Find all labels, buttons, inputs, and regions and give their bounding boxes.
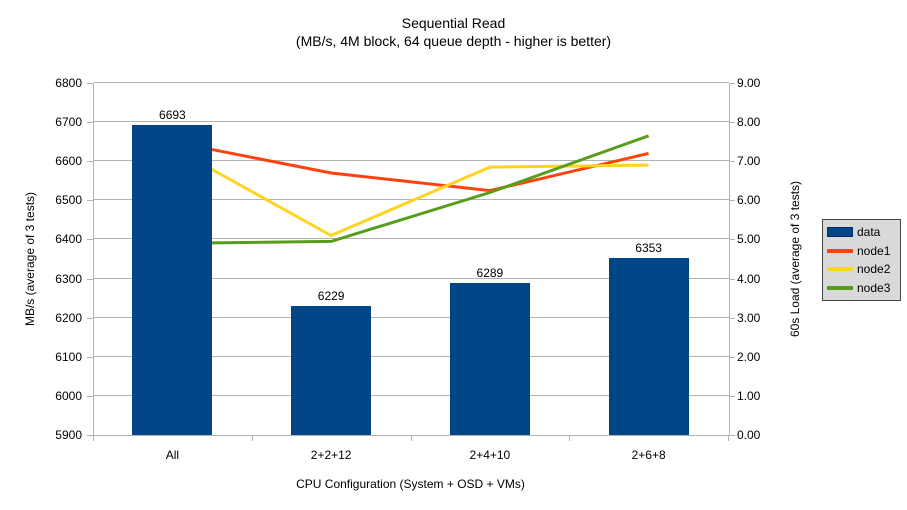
chart-subtitle: (MB/s, 4M block, 64 queue depth - higher… [295,33,612,49]
y-axis-title-left: MB/s (average of 3 tests) [23,191,37,327]
y-axis-tick-mark-right [729,200,735,201]
x-axis-tick-label: 2+4+10 [469,448,511,462]
y-axis-tick-mark-left [87,357,93,358]
legend-label: node2 [857,262,891,277]
y-axis-tick-mark-left [87,435,93,436]
y-axis-tick-mark-right [729,435,735,436]
bar-value-label: 6693 [159,107,186,122]
y-axis-tick-mark-left [87,200,93,201]
line-node3 [172,134,650,245]
bar-value-label: 6353 [635,240,662,255]
y-axis-tick-label-right: 8.00 [737,115,761,129]
x-axis-tick-mark [93,436,94,441]
y-axis-tick-label-left: 6200 [55,311,82,325]
gridline [94,238,729,239]
y-axis-tick-label-left: 6700 [55,115,82,129]
y-axis-tick-label-left: 6800 [55,76,82,90]
y-axis-tick-mark-left [87,122,93,123]
gridline [94,317,729,318]
y-axis-tick-label-left: 5900 [55,428,82,442]
x-axis-tick-label: 2+6+8 [631,448,666,462]
y-axis-tick-label-right: 3.00 [737,311,761,325]
bar-All [132,124,213,435]
legend-label: data [857,225,881,240]
x-axis-tick-mark [252,436,253,441]
bar-2+6+8 [608,257,689,435]
y-axis-tick-label-right: 7.00 [737,154,761,168]
y-axis-tick-mark-right [729,357,735,358]
y-axis-tick-mark-right [729,279,735,280]
y-axis-tick-label-left: 6600 [55,154,82,168]
y-axis-tick-label-right: 0.00 [737,428,761,442]
legend-item-node2: node2 [827,260,900,278]
gridline [94,160,729,161]
legend-item-node3: node3 [827,279,900,297]
y-axis-tick-mark-left [87,318,93,319]
bar-value-label: 6289 [476,265,504,280]
line-plot [171,134,650,245]
y-axis-tick-label-right: 5.00 [737,232,761,246]
y-axis-tick-mark-left [87,83,93,84]
line-node2 [171,146,649,238]
y-axis-tick-label-right: 1.00 [737,389,761,403]
legend-label: node1 [857,243,891,258]
x-axis-tick-label: 2+2+12 [310,448,352,462]
y-axis-tick-mark-left [87,396,93,397]
x-axis-title: CPU Configuration (System + OSD + VMs) [296,477,525,491]
gridline [94,278,729,279]
y-axis-tick-mark-right [729,122,735,123]
x-axis-tick-mark [411,436,412,441]
plot-area [93,82,730,436]
chart-title: Sequential Read [401,15,506,31]
legend-swatch-node2 [827,267,853,272]
y-axis-tick-mark-left [87,239,93,240]
legend-swatch-data [827,227,853,238]
y-axis-tick-label-right: 2.00 [737,350,761,364]
y-axis-tick-label-left: 6000 [55,389,82,403]
y-axis-tick-mark-right [729,83,735,84]
x-axis-tick-mark [569,436,570,441]
x-axis-tick-label: All [165,448,180,462]
y-axis-tick-mark-right [729,161,735,162]
gridline [94,356,729,357]
bar-value-label: 6229 [317,289,345,304]
y-axis-tick-label-left: 6300 [55,272,82,286]
y-axis-tick-label-right: 9.00 [737,76,761,90]
legend-swatch-node3 [827,285,853,290]
y-axis-tick-label-left: 6400 [55,232,82,246]
y-axis-tick-mark-left [87,161,93,162]
legend-label: node3 [857,280,891,295]
y-axis-tick-label-left: 6500 [55,193,82,207]
legend: data node1 node2 node3 [822,219,901,301]
legend-item-node1: node1 [827,242,900,260]
bar-2+4+10 [449,282,530,435]
y-axis-tick-label-left: 6100 [55,350,82,364]
line-node1 [172,140,649,193]
gridline [94,395,729,396]
y-axis-tick-mark-left [87,279,93,280]
bar-2+2+12 [291,306,372,435]
gridline [94,121,729,122]
legend-item-data: data [827,223,900,241]
y-axis-tick-mark-right [729,396,735,397]
gridline [94,82,729,83]
y-axis-tick-mark-right [729,239,735,240]
y-axis-tick-mark-right [729,318,735,319]
y-axis-tick-label-right: 4.00 [737,272,761,286]
y-axis-tick-label-right: 6.00 [737,193,761,207]
legend-swatch-node1 [827,248,853,253]
x-axis-tick-mark [728,436,729,441]
